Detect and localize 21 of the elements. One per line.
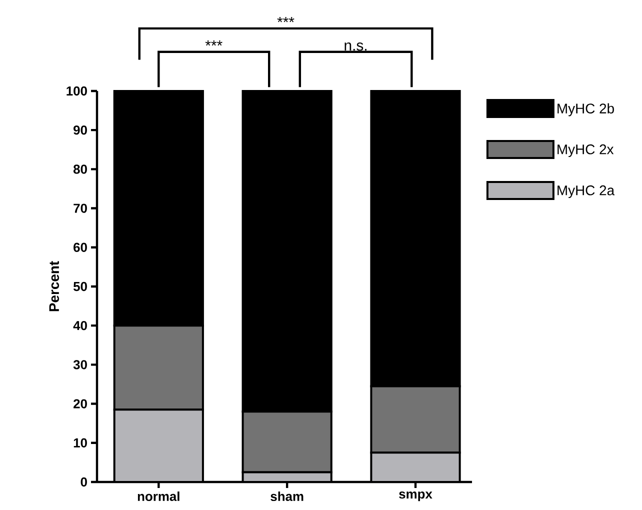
x-tick-label: normal [138, 492, 180, 502]
y-tick-label: 30 [73, 360, 87, 370]
y-tick-label: 50 [73, 282, 87, 292]
y-tick-label: 90 [74, 125, 87, 135]
x-tick-label: sham [270, 492, 304, 502]
text: *** [277, 16, 294, 22]
y-tick-label: 20 [74, 399, 87, 408]
y-tick-label: 0 [80, 477, 87, 487]
legend-label: MyHC 2x [558, 144, 614, 158]
y-tick-label: 80 [73, 164, 87, 174]
y-tick-label: 70 [74, 204, 87, 213]
y-tick-label: 40 [73, 320, 87, 330]
x-tick-label: smpx [399, 492, 432, 502]
y-tick-label: 10 [74, 438, 87, 448]
y-axis-title: Percent [49, 261, 60, 312]
legend-label: MyHC 2b [558, 103, 614, 116]
y-tick-label: 60 [74, 242, 87, 252]
y-tick-label: 100 [66, 86, 87, 96]
legend-label: MyHC 2a [558, 185, 615, 198]
text: n.s. [344, 42, 366, 51]
text: *** [205, 40, 222, 46]
